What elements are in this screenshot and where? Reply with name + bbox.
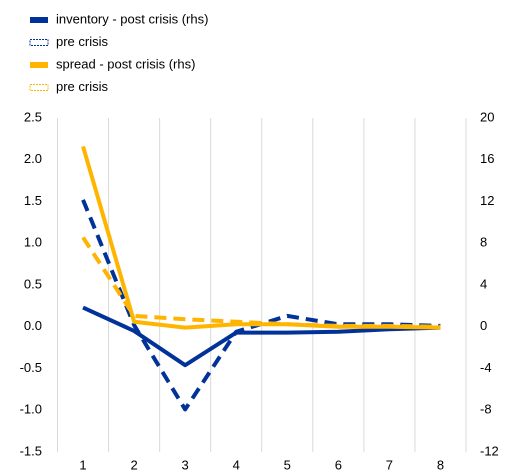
legend-swatch: [29, 39, 49, 46]
y-tick-label: -1.0: [20, 402, 42, 417]
y2-tick-label: -12: [480, 443, 499, 458]
legend-label: pre crisis: [56, 34, 109, 49]
y-tick-label: 1.0: [24, 235, 42, 250]
y2-tick-label: 8: [480, 235, 487, 250]
series-line: [82, 305, 441, 368]
y2-tick-label: -8: [480, 402, 492, 417]
y-tick-label: 2.5: [24, 109, 42, 124]
x-tick-label: 8: [437, 457, 444, 472]
series-line: [81, 236, 441, 329]
legend-swatch: [30, 17, 48, 23]
legend-swatch: [30, 62, 48, 68]
x-tick-label: 2: [130, 457, 137, 472]
y-tick-label: 1.5: [24, 193, 42, 208]
x-tick-label: 1: [79, 457, 86, 472]
legend-label: inventory - post crisis (rhs): [56, 11, 208, 26]
x-tick-label: 3: [182, 457, 189, 472]
y2-tick-label: -4: [480, 360, 492, 375]
legend-swatch: [29, 84, 49, 91]
y-tick-label: 0.5: [24, 276, 42, 291]
y-tick-label: -1.5: [20, 443, 42, 458]
series-line: [81, 145, 441, 330]
y2-tick-label: 0: [480, 318, 487, 333]
y-tick-label: -0.5: [20, 360, 42, 375]
x-tick-label: 6: [335, 457, 342, 472]
x-tick-label: 5: [284, 457, 291, 472]
x-tick-label: 7: [386, 457, 393, 472]
y2-tick-label: 16: [480, 151, 494, 166]
legend-label: pre crisis: [56, 79, 109, 94]
y-tick-label: 0.0: [24, 318, 42, 333]
y2-tick-label: 20: [480, 109, 494, 124]
x-tick-label: 4: [233, 457, 240, 472]
legend-label: spread - post crisis (rhs): [56, 56, 195, 71]
y2-tick-label: 4: [480, 276, 487, 291]
y2-tick-label: 12: [480, 193, 494, 208]
y-tick-label: 2.0: [24, 151, 42, 166]
